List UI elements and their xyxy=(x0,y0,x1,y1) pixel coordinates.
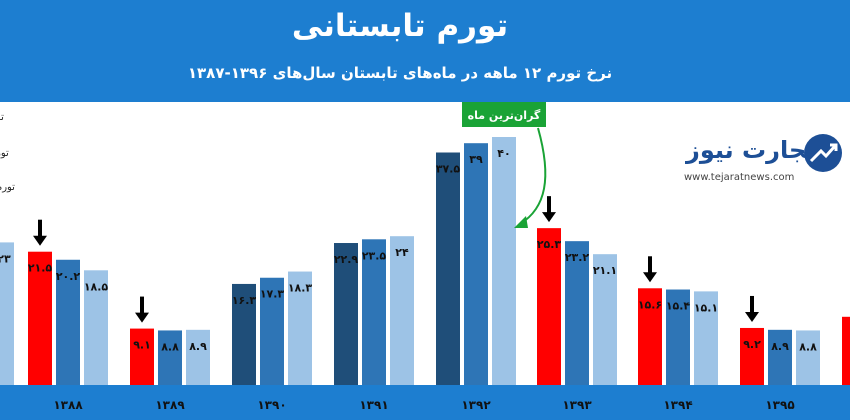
data-label: ۲۳.۲ xyxy=(565,251,590,264)
data-label: ۲۵.۳ xyxy=(537,238,562,251)
data-label: ۹.۲ xyxy=(743,338,761,351)
arrow-head-icon xyxy=(643,272,657,283)
data-label: ۸.۹ xyxy=(771,340,789,353)
data-label: ۱۵.۴ xyxy=(666,300,691,313)
data-label: ۲۱.۱ xyxy=(593,264,617,277)
bar xyxy=(260,277,284,385)
x-tick-label: ۱۳۹۰ xyxy=(257,398,286,412)
annotation-arrow-head xyxy=(514,216,528,228)
data-label: ۸.۸ xyxy=(161,340,179,353)
bar xyxy=(28,251,52,385)
bar xyxy=(84,270,108,385)
bar xyxy=(565,241,589,385)
data-label: ۱۷.۳ xyxy=(260,288,285,301)
data-label: ۸.۹ xyxy=(189,340,207,353)
chart-title: تورم تابستانی xyxy=(291,8,509,44)
x-tick-label: ۱۳۸۹ xyxy=(155,398,185,412)
x-tick-label: ۱۳۹۵ xyxy=(765,398,794,412)
data-label: ۱۵.۱ xyxy=(694,301,718,314)
title-banner: تورم تابستانی نرخ تورم ۱۲ ماهه در ماه‌ها… xyxy=(0,0,850,102)
x-tick-label: ۱۳۹۳ xyxy=(562,398,592,412)
bar-partial-left xyxy=(0,242,14,385)
data-label: ۱۸.۳ xyxy=(288,282,313,295)
bar xyxy=(436,152,460,385)
data-label: ۴۰ xyxy=(497,147,510,160)
bar xyxy=(537,228,561,385)
bar xyxy=(334,243,358,385)
arrow-head-icon xyxy=(745,311,759,322)
annotation-arrow xyxy=(519,127,547,225)
data-label: ۲۱.۵ xyxy=(28,262,53,275)
bar xyxy=(362,239,386,385)
data-label: ۹.۱ xyxy=(133,339,151,352)
data-label: ۱۶.۳ xyxy=(232,294,257,307)
chart-subtitle: نرخ تورم ۱۲ ماهه در ماه‌های تابستان سال‌… xyxy=(187,64,613,82)
x-axis-band xyxy=(0,385,850,420)
bar xyxy=(638,288,662,385)
annotation-label: گران‌ترین ماه xyxy=(468,109,541,122)
arrow-head-icon xyxy=(33,235,47,246)
arrow-head-icon xyxy=(135,312,149,323)
data-label: ۲۴ xyxy=(395,246,409,259)
bar-partial-right xyxy=(842,316,850,385)
annotation-box xyxy=(462,102,546,127)
data-label: ۲۳.۵ xyxy=(362,249,387,262)
x-tick-label: ۱۳۸۸ xyxy=(53,398,83,412)
data-label: ۲۲.۹ xyxy=(334,253,359,266)
data-label: ۲۳ xyxy=(0,252,11,265)
logo-mark-icon xyxy=(804,134,842,172)
bar xyxy=(158,330,182,385)
bar xyxy=(796,330,820,385)
logo-url: www.tejaratnews.com xyxy=(684,172,795,183)
legend-item: تو xyxy=(0,112,4,123)
legend-item: تورم xyxy=(0,182,15,193)
x-tick-label: ۱۳۹۴ xyxy=(663,398,692,412)
data-label: ۱۵.۶ xyxy=(638,298,662,311)
legend-item: تور xyxy=(0,148,9,159)
bar xyxy=(593,254,617,385)
bar xyxy=(464,143,488,385)
x-tick-label: ۱۳۹۲ xyxy=(461,398,491,412)
data-label: ۳۷.۵ xyxy=(436,163,461,176)
bar xyxy=(186,329,210,385)
logo-wordmark: تجارت نیوز xyxy=(686,136,816,164)
data-label: ۳۹ xyxy=(469,153,483,166)
bar xyxy=(492,137,516,385)
bar xyxy=(390,236,414,385)
data-label: ۲۰.۲ xyxy=(56,270,81,283)
x-tick-label: ۱۳۹۱ xyxy=(359,398,388,412)
bar xyxy=(56,259,80,385)
chart-legend: تو تور تورم xyxy=(0,108,26,198)
bar xyxy=(694,291,718,385)
logo: تجارت نیوز www.tejaratnews.com xyxy=(678,130,848,190)
data-label: ۱۸.۵ xyxy=(84,280,109,293)
bar xyxy=(130,328,154,385)
bar xyxy=(288,271,312,385)
bar xyxy=(768,329,792,385)
bar xyxy=(232,283,256,385)
arrow-head-icon xyxy=(542,212,556,223)
data-label: ۸.۸ xyxy=(799,340,817,353)
bar xyxy=(740,327,764,385)
bar xyxy=(666,289,690,385)
